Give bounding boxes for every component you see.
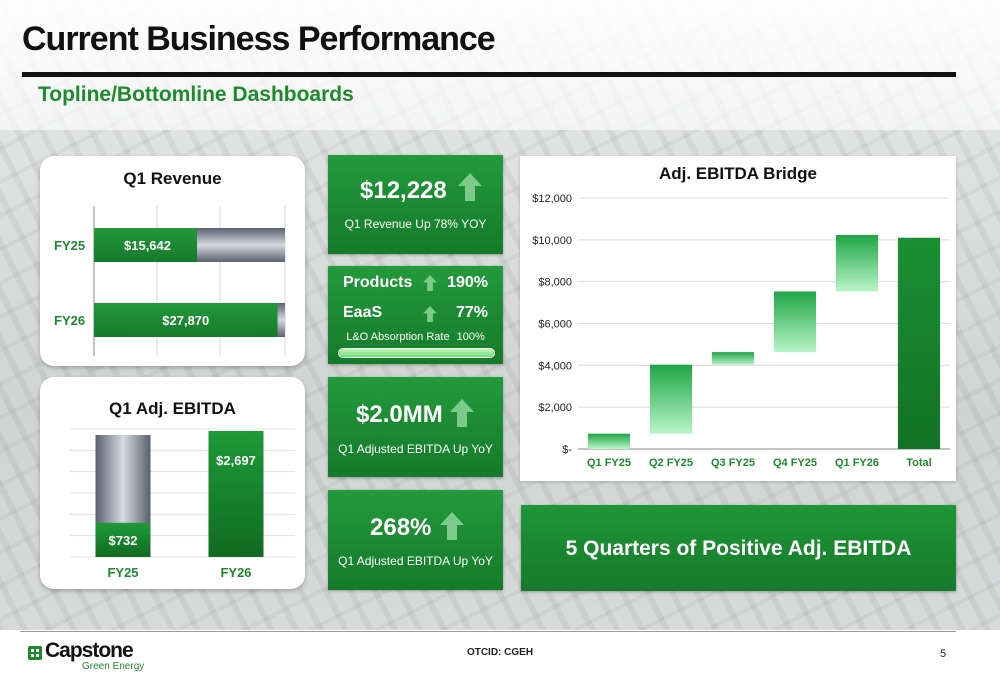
y-tick-label: $10,000 (532, 235, 572, 247)
ticker-label: OTCID: CGEH (466, 647, 534, 658)
y-tick-label: $- (562, 444, 572, 456)
bar-value-label: $732 (109, 533, 138, 548)
increment-bar (773, 291, 817, 353)
x-tick-label: Q3 FY25 (711, 457, 755, 469)
up-arrow-icon (458, 173, 482, 201)
revenue-kpi-box: $12,228 Q1 Revenue Up 78% YOY (328, 155, 503, 254)
eaas-value: 77% (455, 304, 488, 321)
footer-rule (20, 631, 956, 632)
increment-bar (649, 364, 693, 434)
category-label: FY26 (220, 565, 251, 580)
y-tick-label: $8,000 (538, 277, 572, 289)
increment-bar (587, 433, 631, 449)
ebitda-bridge-title: Adj. EBITDA Bridge (658, 164, 818, 183)
q1-ebitda-card: Q1 Adj. EBITDA $732 FY25 $2,697 FY26 (40, 377, 305, 589)
bar-value-label: $27,870 (162, 313, 209, 328)
logo-mark-icon (28, 646, 42, 660)
ebitda-bridge-chart: $- $2,000 $4,000 $6,000 $8,000 $10,000 $12,000… (532, 193, 950, 469)
ebitda-bar (208, 431, 264, 557)
absorption-progress-bar (338, 348, 495, 358)
title-rule (22, 72, 956, 77)
increment-bar (711, 352, 755, 365)
q1-ebitda-title: Q1 Adj. EBITDA (109, 399, 236, 418)
ebitda-bar (95, 522, 151, 557)
q1-revenue-chart: $15,642 FY25 $27,870 FY26 (54, 206, 286, 356)
x-tick-label: Total (906, 457, 931, 469)
ebitda-kpi-value: $2.0MM (356, 401, 443, 428)
q1-revenue-title: Q1 Revenue (123, 169, 222, 188)
increment-bar (835, 234, 879, 292)
growth-kpi-box: 268% Q1 Adjusted EBITDA Up YoY (328, 490, 503, 590)
y-tick-label: $6,000 (538, 319, 572, 331)
revenue-kpi-caption: Q1 Revenue Up 78% YOY (344, 217, 487, 231)
category-label: FY26 (54, 313, 85, 328)
y-tick-label: $2,000 (538, 402, 572, 414)
header-backdrop (0, 0, 1000, 130)
absorption-value: 100% (456, 331, 485, 343)
absorption-label: L&O Absorption Rate (346, 331, 450, 343)
logo-text: Capstone (45, 639, 134, 662)
y-tick-label: $12,000 (532, 193, 572, 205)
footer-backdrop (0, 630, 1000, 685)
x-tick-label: Q1 FY26 (835, 457, 879, 469)
up-arrow-icon (440, 512, 464, 540)
absorption-progress-fill (339, 349, 494, 357)
banner-text: 5 Quarters of Positive Adj. EBITDA (565, 537, 912, 560)
bar-value-label: $15,642 (124, 238, 171, 253)
products-value: 190% (447, 274, 488, 291)
logo-subtext: Green Energy (82, 661, 145, 672)
up-arrow-icon (423, 306, 437, 322)
page-number: 5 (940, 648, 947, 660)
positive-ebitda-banner: 5 Quarters of Positive Adj. EBITDA (521, 505, 956, 591)
capstone-logo: Capstone Green Energy (28, 639, 168, 679)
page-subtitle: Topline/Bottomline Dashboards (38, 83, 354, 106)
revenue-bar (94, 303, 278, 337)
x-tick-label: Q1 FY25 (587, 457, 631, 469)
total-bar (897, 237, 941, 449)
page-title: Current Business Performance (22, 20, 496, 58)
growth-kpi-value: 268% (370, 514, 432, 541)
products-label: Products (343, 274, 413, 291)
q1-ebitda-chart: $732 FY25 $2,697 FY26 (70, 428, 295, 580)
revenue-kpi-value: $12,228 (360, 177, 447, 204)
ebitda-bridge-card: Adj. EBITDA Bridge $- $2,000 $4,000 $6,000 $… (520, 156, 956, 481)
q1-revenue-card: Q1 Revenue $15,642 FY25 $27,870 FY26 (40, 156, 305, 366)
segment-kpi-box: Products 190% EaaS 77% L&O Absorption Ra… (328, 266, 503, 364)
eaas-label: EaaS (343, 304, 383, 321)
x-tick-label: Q2 FY25 (649, 457, 693, 469)
category-label: FY25 (54, 238, 85, 253)
category-label: FY25 (107, 565, 138, 580)
y-tick-label: $4,000 (538, 360, 572, 372)
bar-value-label: $2,697 (216, 453, 256, 468)
absorption-row: L&O Absorption Rate 100% (328, 331, 503, 343)
up-arrow-icon (450, 399, 474, 427)
ebitda-kpi-box: $2.0MM Q1 Adjusted EBITDA Up YoY (328, 377, 503, 477)
x-tick-label: Q4 FY25 (773, 457, 817, 469)
ebitda-kpi-caption: Q1 Adjusted EBITDA Up YoY (338, 442, 493, 456)
growth-kpi-caption: Q1 Adjusted EBITDA Up YoY (338, 554, 493, 568)
up-arrow-icon (423, 275, 437, 291)
revenue-bar (94, 228, 198, 262)
